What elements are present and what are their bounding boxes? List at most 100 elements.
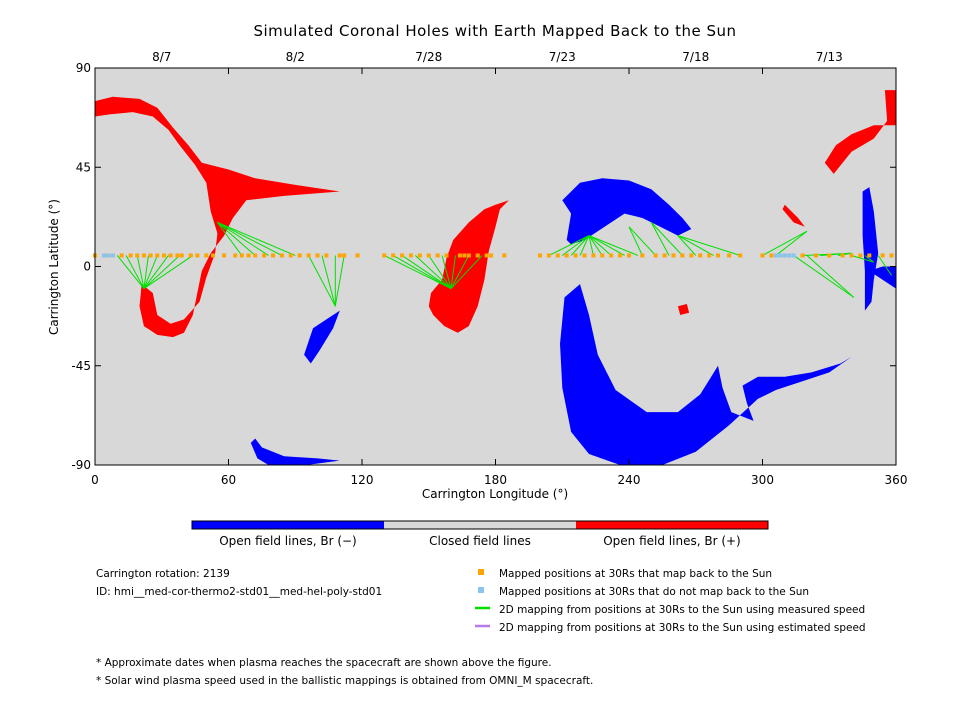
not-mapped-point-4 <box>773 253 778 258</box>
mapped-point-58 <box>618 253 623 258</box>
mapping-line-42 <box>677 235 741 256</box>
colorbar-segment-1 <box>192 521 384 529</box>
mapped-point-43 <box>462 253 467 258</box>
mapped-point-46 <box>484 253 489 258</box>
mapping-line-11 <box>217 221 269 256</box>
mapping-line-41 <box>677 235 714 256</box>
mapping-line-25 <box>450 255 470 289</box>
mapping-line-52 <box>806 255 855 298</box>
top-date-label: 7/18 <box>682 50 709 64</box>
mapped-point-40 <box>435 253 440 258</box>
mapping-line-27 <box>548 235 590 256</box>
mapping-line-21 <box>415 255 452 289</box>
colorbar-segment-2 <box>384 521 576 529</box>
mapping-line-3 <box>136 255 145 289</box>
colorbar-label-1: Open field lines, Br (−) <box>219 534 357 548</box>
mapping-line-29 <box>570 235 590 256</box>
mapped-point-66 <box>698 253 703 258</box>
mapped-point-77 <box>840 253 845 258</box>
colorbar-label-2: Closed field lines <box>429 534 531 548</box>
not-mapped-point-6 <box>782 253 787 258</box>
legend-label-3: 2D mapping from positions at 30Rs to the… <box>499 604 865 616</box>
mapped-point-23 <box>262 253 267 258</box>
mapped-point-78 <box>849 253 854 258</box>
mapping-line-9 <box>216 222 243 256</box>
mapped-point-20 <box>239 253 244 258</box>
mapped-point-29 <box>315 253 320 258</box>
chart-title: Simulated Coronal Holes with Earth Mappe… <box>253 22 736 40</box>
mapped-point-51 <box>555 253 560 258</box>
mapped-point-42 <box>457 253 462 258</box>
x-tick-label-360: 360 <box>885 473 908 487</box>
info-line-2: ID: hmi__med-cor-thermo2-std01__med-hel-… <box>96 586 382 598</box>
mapped-point-16 <box>204 253 209 258</box>
mapped-point-82 <box>889 253 894 258</box>
mapped-point-36 <box>400 253 405 258</box>
mapping-line-40 <box>677 235 697 256</box>
x-tick-label-60: 60 <box>221 473 236 487</box>
mapping-line-34 <box>588 235 625 256</box>
mapped-point-17 <box>210 253 215 258</box>
mapped-point-50 <box>546 253 551 258</box>
mapped-point-37 <box>408 253 413 258</box>
coronal-hole-positive-1 <box>95 96 340 338</box>
mapped-point-52 <box>564 253 569 258</box>
mapped-point-64 <box>680 253 685 258</box>
mapped-point-11 <box>168 253 173 258</box>
not-mapped-point-8 <box>791 253 796 258</box>
mapped-point-48 <box>502 253 507 258</box>
colorbar-segment-3 <box>576 521 768 529</box>
mapped-point-68 <box>716 253 720 258</box>
top-date-label: 7/28 <box>415 50 442 64</box>
mapping-line-12 <box>217 221 283 256</box>
plot-area <box>93 67 897 466</box>
coronal-holes <box>95 90 896 465</box>
mapped-point-18 <box>222 253 227 258</box>
coronal-hole-negative-7 <box>560 284 852 465</box>
top-date-ticks: 8/7 8/2 7/28 7/23 7/18 7/13 <box>152 50 843 64</box>
y-tick-label-90: 90 <box>76 61 91 75</box>
mapped-point-55 <box>591 253 596 258</box>
mapped-point-79 <box>858 253 863 258</box>
mapping-line-17 <box>334 255 345 307</box>
mapped-point-31 <box>337 253 342 258</box>
y-tick-label--90: -90 <box>71 458 91 472</box>
mapped-point-27 <box>297 253 302 258</box>
mapped-point-34 <box>382 253 387 258</box>
footnote-2: * Solar wind plasma speed used in the ba… <box>96 675 593 687</box>
mapped-point-22 <box>253 253 258 258</box>
not-mapped-point-2 <box>106 253 111 258</box>
legend-label-4: 2D mapping from positions at 30Rs to the… <box>499 622 866 634</box>
mapped-point-62 <box>662 253 667 258</box>
top-date-label: 8/2 <box>286 50 305 64</box>
x-axis-label: Carrington Longitude (°) <box>422 487 568 501</box>
mapped-point-2 <box>104 253 109 258</box>
mapping-line-22 <box>428 255 452 289</box>
mapping-line-38 <box>650 222 670 256</box>
mapped-point-12 <box>175 253 180 258</box>
run-info: Carrington rotation: 2139 ID: hmi__med-co… <box>96 568 382 598</box>
mapping-line-35 <box>588 235 639 256</box>
mapping-line-37 <box>628 226 657 256</box>
mapped-point-39 <box>426 253 431 258</box>
mapped-point-33 <box>355 253 360 258</box>
mapped-point-25 <box>279 253 284 258</box>
coronal-hole-positive-3 <box>824 90 896 174</box>
mapping-line-36 <box>628 226 643 256</box>
mapped-point-47 <box>489 253 494 258</box>
mapped-point-71 <box>760 253 765 258</box>
mapped-point-21 <box>246 253 251 258</box>
mapped-point-13 <box>179 253 184 258</box>
colorbar-frame <box>191 520 769 530</box>
x-tick-label-120: 120 <box>351 473 374 487</box>
y-tick-label-0: 0 <box>83 260 91 274</box>
mapped-point-30 <box>324 253 329 258</box>
mapping-line-23 <box>441 255 452 289</box>
mapped-point-32 <box>342 253 347 258</box>
y-tick-label--45: -45 <box>71 359 91 373</box>
top-date-label: 8/7 <box>152 50 171 64</box>
footnote-1: * Approximate dates when plasma reaches … <box>96 657 552 669</box>
mapped-point-26 <box>288 253 293 258</box>
coronal-hole-negative-10 <box>862 187 879 311</box>
colorbar: Open field lines, Br (−) Closed field lin… <box>191 520 769 548</box>
